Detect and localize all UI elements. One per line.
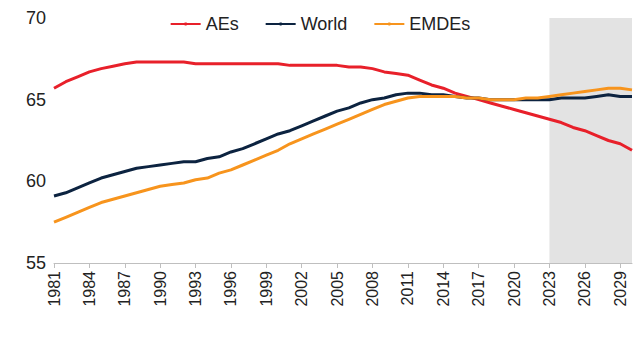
svg-text:1990: 1990 [152, 271, 169, 307]
svg-text:1984: 1984 [81, 271, 98, 307]
svg-text:60: 60 [26, 171, 46, 191]
svg-text:2011: 2011 [399, 271, 416, 306]
svg-text:2014: 2014 [435, 271, 452, 307]
svg-text:1999: 1999 [258, 271, 275, 307]
svg-text:70: 70 [26, 8, 46, 28]
svg-text:1996: 1996 [222, 271, 239, 307]
svg-text:2029: 2029 [612, 271, 629, 307]
svg-text:2002: 2002 [293, 271, 310, 307]
svg-text:2020: 2020 [506, 271, 523, 307]
svg-text:World: World [301, 14, 348, 34]
svg-text:2023: 2023 [541, 271, 558, 307]
svg-text:1981: 1981 [46, 271, 63, 307]
svg-text:EMDEs: EMDEs [409, 14, 470, 34]
svg-text:2026: 2026 [576, 271, 593, 307]
svg-text:2017: 2017 [470, 271, 487, 307]
svg-text:2005: 2005 [329, 271, 346, 307]
svg-text:65: 65 [26, 90, 46, 110]
svg-text:2008: 2008 [364, 271, 381, 307]
svg-text:1993: 1993 [187, 271, 204, 307]
svg-text:1987: 1987 [116, 271, 133, 307]
svg-text:55: 55 [26, 253, 46, 273]
svg-text:AEs: AEs [206, 14, 239, 34]
